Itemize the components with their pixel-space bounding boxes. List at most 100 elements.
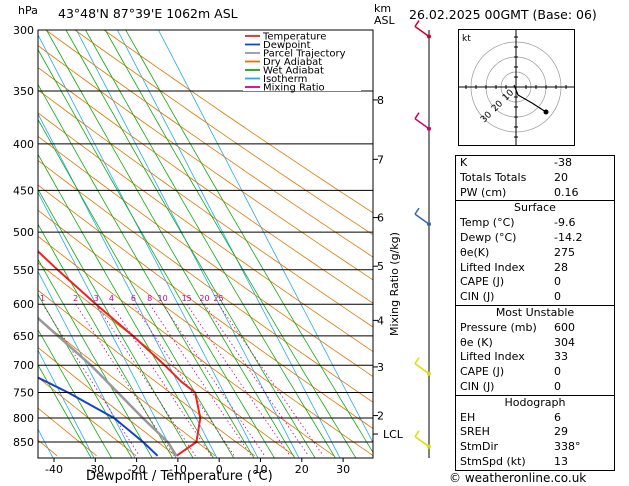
wind-barb-dot bbox=[427, 371, 431, 376]
x-tick-label: -30 bbox=[86, 463, 104, 476]
index-key: EH bbox=[460, 410, 476, 424]
index-row: K -38 bbox=[456, 156, 614, 171]
mixing-ratio-line bbox=[186, 303, 291, 457]
temperature-line bbox=[38, 250, 202, 457]
wind-barb bbox=[414, 20, 431, 39]
wind-barb-shaft bbox=[414, 25, 430, 38]
mixing-ratio-label: 3 bbox=[94, 294, 99, 303]
index-key: Totals Totals bbox=[460, 170, 527, 184]
index-key: Lifted Index bbox=[460, 260, 525, 274]
dry-adiabat-line bbox=[38, 135, 373, 378]
km-text: km bbox=[374, 2, 392, 15]
surface-row: Dewp (°C) -14.2 bbox=[456, 231, 614, 246]
x-tick-label: -20 bbox=[128, 463, 146, 476]
x-tick-label: 30 bbox=[336, 463, 350, 476]
mixing-ratio-label: 8 bbox=[147, 294, 152, 303]
isotherm-line bbox=[76, 30, 300, 458]
index-key: CAPE (J) bbox=[460, 365, 505, 379]
dry-adiabat-line bbox=[38, 346, 176, 457]
index-value: 275 bbox=[554, 245, 575, 259]
index-value: 600 bbox=[554, 320, 575, 334]
pressure-tick-label: 300 bbox=[13, 24, 34, 37]
dry-adiabat-line bbox=[38, 67, 373, 304]
km-tick-label: 2 bbox=[377, 410, 384, 423]
most-unstable-row: Lifted Index 33 bbox=[456, 350, 614, 365]
hodograph-table-row: StmSpd (kt) 13 bbox=[456, 455, 614, 470]
wind-barb bbox=[414, 112, 431, 131]
wind-barb-flag bbox=[414, 207, 420, 215]
wind-barb bbox=[414, 207, 431, 227]
pressure-tick-label: 600 bbox=[13, 298, 34, 311]
legend-label: Temperature bbox=[262, 32, 326, 43]
dry-adiabat-line bbox=[38, 262, 295, 457]
index-value: 304 bbox=[554, 335, 575, 349]
surface-section-title: Surface bbox=[456, 200, 614, 216]
mixing-ratio-label: 1 bbox=[40, 294, 45, 303]
mixing-ratio-line bbox=[149, 303, 252, 457]
pressure-tick-label: 850 bbox=[13, 436, 34, 449]
dry-adiabat-line bbox=[38, 407, 97, 457]
credit-text: © weatheronline.co.uk bbox=[449, 471, 587, 485]
index-key: StmDir bbox=[460, 440, 499, 454]
index-key: CIN (J) bbox=[460, 379, 495, 393]
mixing-ratio-label: 6 bbox=[131, 294, 136, 303]
isotherm-line bbox=[38, 349, 95, 458]
wind-barb-flag bbox=[414, 20, 420, 27]
hodograph-trace bbox=[513, 84, 547, 113]
isotherm-line bbox=[38, 270, 136, 458]
hodograph-table-row: SREH 29 bbox=[456, 425, 614, 440]
legend-label: Parcel Trajectory bbox=[263, 49, 346, 60]
dry-adiabat-line bbox=[45, 30, 373, 258]
isotherm-line bbox=[38, 191, 177, 458]
index-value: 338° bbox=[554, 440, 581, 454]
index-key: CIN (J) bbox=[460, 290, 495, 304]
mixing-ratio-label: 4 bbox=[109, 294, 114, 303]
mixing-ratio-label: 2 bbox=[73, 294, 78, 303]
index-value: 33 bbox=[554, 350, 568, 364]
index-value: 29 bbox=[554, 425, 568, 439]
index-key: θe(K) bbox=[460, 245, 490, 259]
pressure-tick-label: 400 bbox=[13, 138, 34, 151]
most-unstable-row: CAPE (J) 0 bbox=[456, 365, 614, 380]
pressure-tick-label: 800 bbox=[13, 412, 34, 425]
index-value: -38 bbox=[554, 156, 572, 169]
dry-adiabat-line bbox=[38, 159, 373, 403]
km-tick-label: LCL bbox=[383, 428, 404, 441]
index-key: CAPE (J) bbox=[460, 275, 505, 289]
plot-frame bbox=[37, 29, 374, 459]
pressure-tick-label: 550 bbox=[13, 264, 34, 277]
mixing-ratio-line bbox=[204, 303, 309, 457]
dry-adiabat-line bbox=[38, 45, 373, 281]
dry-adiabat-line bbox=[38, 317, 216, 457]
index-key: Pressure (mb) bbox=[460, 320, 537, 334]
km-tick-label: 5 bbox=[377, 260, 384, 273]
index-value: -14.2 bbox=[554, 230, 583, 244]
wind-barb-shaft bbox=[414, 436, 430, 448]
surface-row: θe(K) 275 bbox=[456, 246, 614, 261]
pressure-unit-label: hPa bbox=[18, 4, 38, 17]
legend-label: Isotherm bbox=[263, 74, 307, 85]
datetime-header: 26.02.2025 00GMT (Base: 06) bbox=[409, 7, 597, 22]
isotherm-line bbox=[158, 30, 373, 444]
legend-box bbox=[243, 31, 361, 91]
legend-label: Dewpoint bbox=[263, 40, 311, 51]
index-row: PW (cm) 0.16 bbox=[456, 186, 614, 201]
dry-adiabat-line bbox=[38, 289, 255, 457]
x-tick-label: 0 bbox=[216, 463, 223, 476]
index-key: SREH bbox=[460, 425, 490, 439]
index-key: Temp (°C) bbox=[460, 216, 515, 230]
hodograph-unit-label: kt bbox=[462, 34, 471, 44]
wind-barb bbox=[414, 357, 431, 376]
mixing-ratio-label: 10 bbox=[158, 294, 168, 303]
isotherm-line bbox=[117, 30, 341, 458]
pressure-tick-label: 500 bbox=[13, 226, 34, 239]
wind-barb-dot bbox=[427, 34, 431, 39]
wind-barb-shaft bbox=[414, 362, 430, 375]
pressure-tick-label: 750 bbox=[13, 387, 34, 400]
legend-label: Dry Adiabat bbox=[263, 57, 322, 68]
index-key: StmSpd (kt) bbox=[460, 454, 526, 468]
wind-barb-shaft bbox=[414, 118, 430, 130]
km-tick-label: 4 bbox=[377, 314, 384, 327]
